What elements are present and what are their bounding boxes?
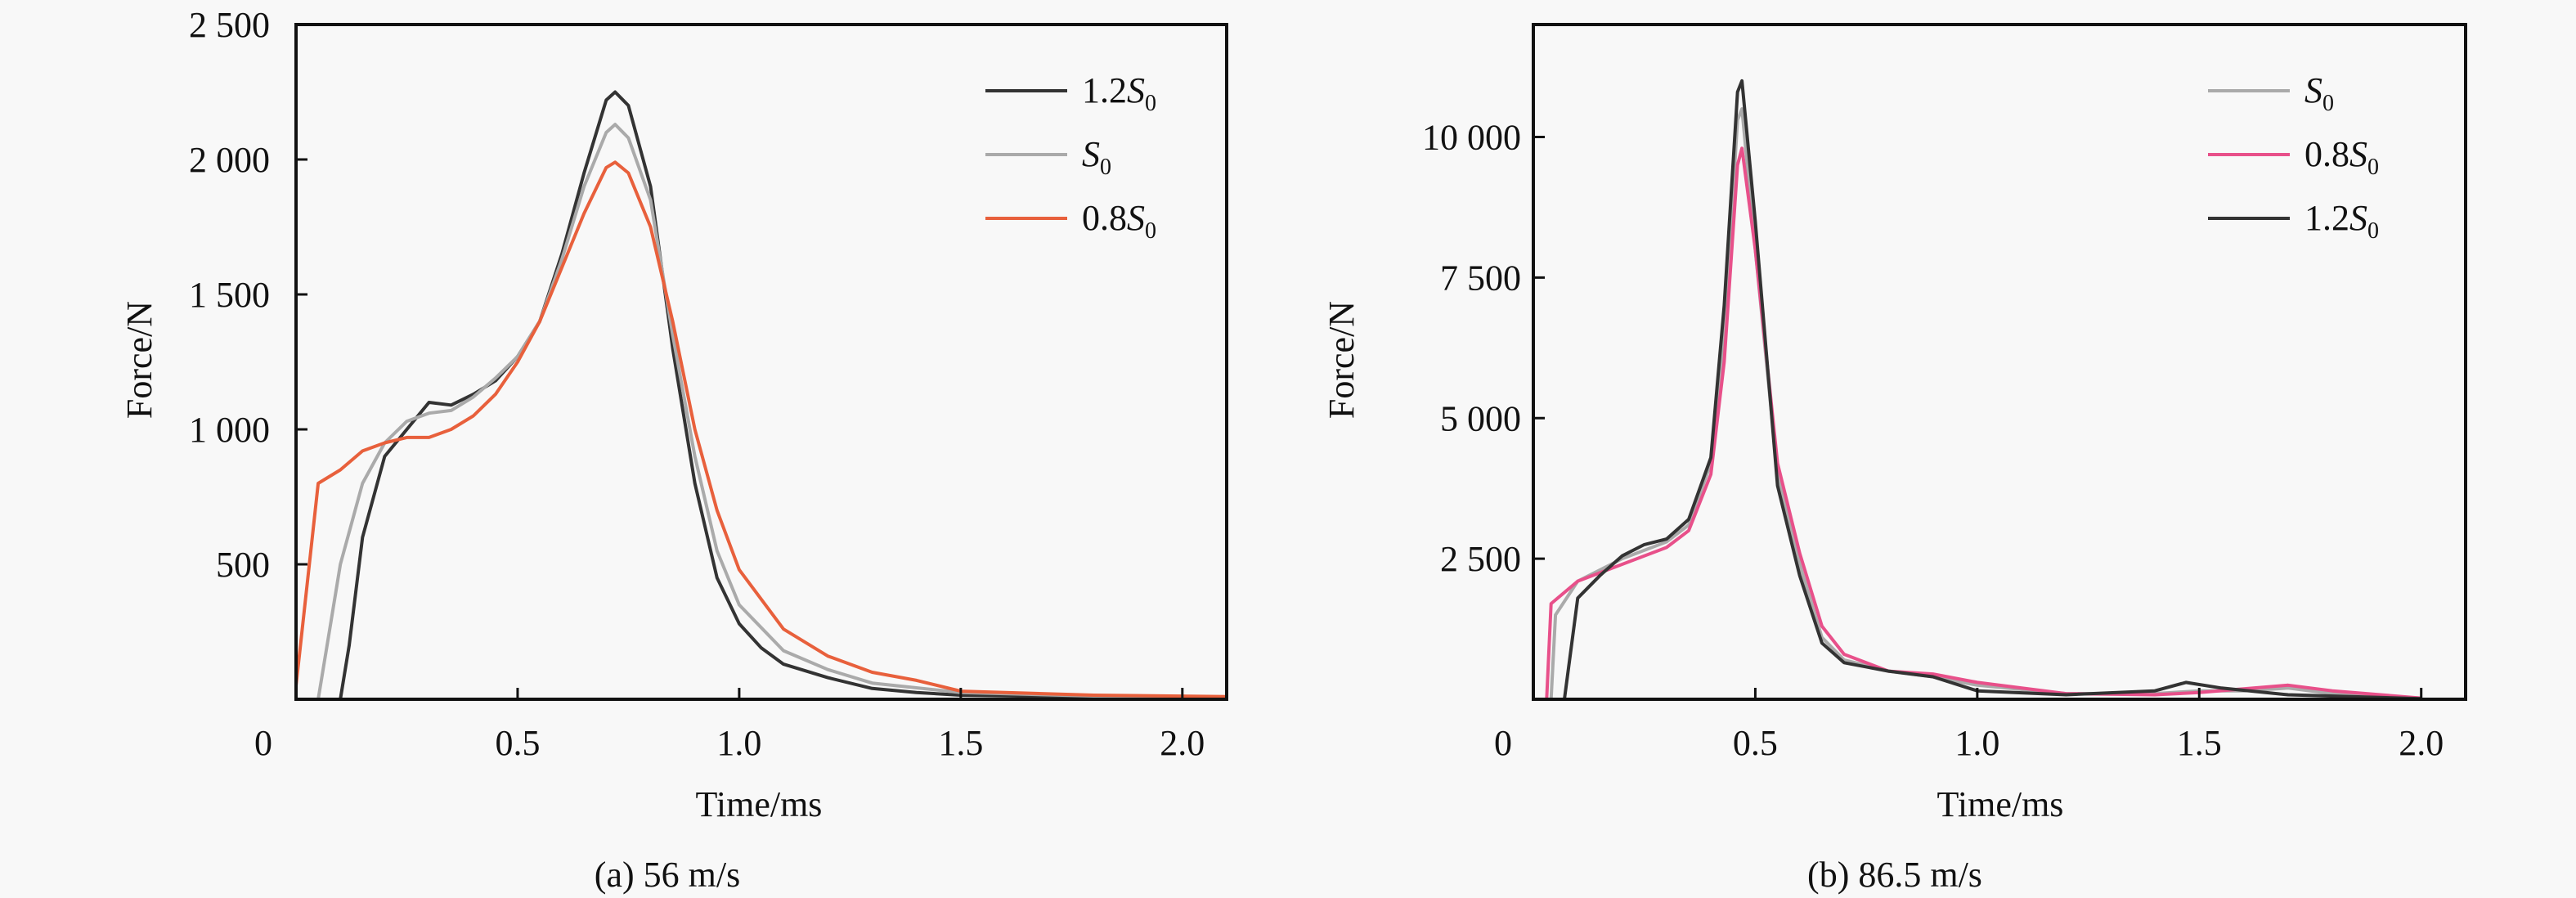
y-tick-label: 7 500	[1440, 258, 1521, 298]
chart-panel-a: Force/N Time/ms (a) 56 m/s 0 0.5 1.0 1.5 2.0…	[119, 5, 1228, 895]
x-axis-label: Time/ms	[1937, 784, 2064, 824]
y-axis-label: Force/N	[119, 301, 159, 419]
plot-frame	[1532, 23, 2467, 701]
legend-label-1.2S0: 1.2S0	[1082, 70, 1156, 116]
legend-label-0.8S0: 0.8S0	[2304, 134, 2379, 180]
y-tick-label: 2 500	[189, 5, 270, 45]
legend-label-1.2S0: 1.2S0	[2304, 198, 2379, 244]
x-tick-label: 2.0	[2399, 723, 2444, 763]
x-tick-label: 0.5	[495, 723, 540, 763]
y-tick-label: 2 000	[189, 140, 270, 180]
x-tick-label: 0	[254, 723, 272, 763]
legend-label-S0: S0	[1082, 134, 1111, 180]
x-axis-label: Time/ms	[696, 784, 823, 824]
legend-label-S0: S0	[2304, 70, 2334, 116]
y-tick-label: 1 500	[189, 275, 270, 315]
x-tick-label: 1.0	[1954, 723, 1999, 763]
legend: S0 0.8S0 1.2S0	[2208, 70, 2379, 244]
series-line-0.8S0	[1545, 146, 2421, 700]
y-axis-label: Force/N	[1322, 301, 1362, 419]
chart-caption: (b) 86.5 m/s	[1807, 855, 1982, 895]
y-tick-label: 10 000	[1422, 118, 1521, 158]
chart-caption: (a) 56 m/s	[595, 855, 740, 895]
x-tick-label: 0	[1494, 723, 1512, 763]
series-line-1.2S0	[339, 90, 1227, 700]
y-tick-label: 500	[216, 545, 270, 585]
legend-label-0.8S0: 0.8S0	[1082, 198, 1156, 244]
x-tick-label: 0.5	[1733, 723, 1778, 763]
x-tick-label: 2.0	[1160, 723, 1205, 763]
x-tick-label: 1.5	[938, 723, 983, 763]
y-tick-label: 5 000	[1440, 398, 1521, 438]
x-tick-label: 1.5	[2177, 723, 2222, 763]
series-line-0.8S0	[294, 160, 1227, 698]
legend: 1.2S0 S0 0.8S0	[985, 70, 1156, 244]
chart-panel-b: Force/N Time/ms (b) 86.5 m/s 0 0.5 1.0 1.5 2…	[1322, 23, 2467, 895]
x-tick-label: 1.0	[716, 723, 761, 763]
series-line-S0	[316, 123, 1227, 700]
plot-frame	[294, 23, 1228, 701]
series-line-S0	[1549, 107, 2421, 700]
y-tick-label: 1 000	[189, 410, 270, 450]
series-line-1.2S0	[1563, 79, 2421, 701]
y-tick-label: 2 500	[1440, 539, 1521, 579]
